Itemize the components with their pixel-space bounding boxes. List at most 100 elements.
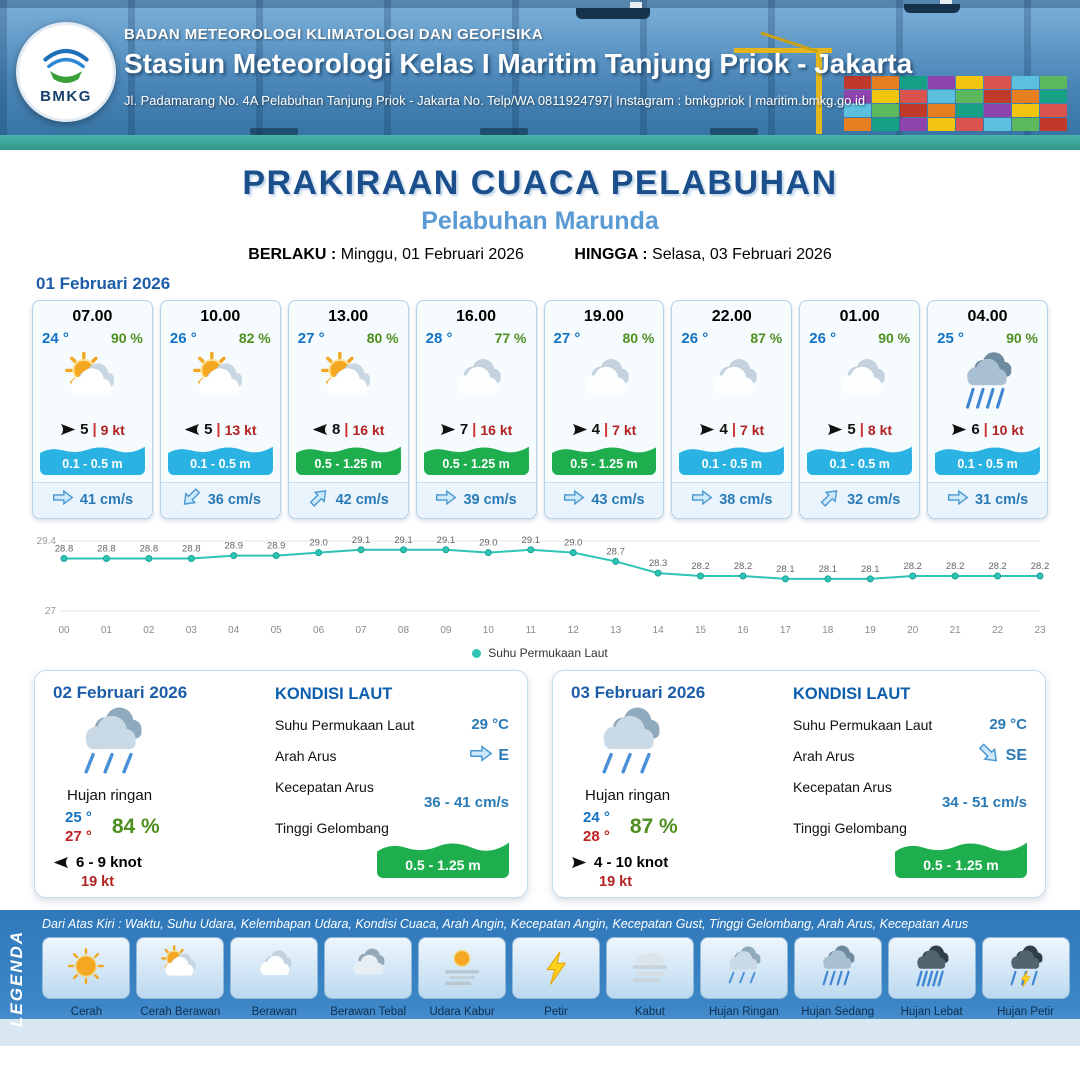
wave-height-value: 0.1 - 0.5 m <box>167 454 273 475</box>
port-name: Pelabuhan Marunda <box>421 207 659 235</box>
wind-row: 4 | 7 kt <box>545 421 664 438</box>
temp-humidity-row: 26 ° 90 % <box>800 326 919 347</box>
legend-section: LEGENDA Dari Atas Kiri : Waktu, Suhu Uda… <box>0 910 1080 1046</box>
title-section: PRAKIRAAN CUACA PELABUHAN Pelabuhan Maru… <box>0 150 1080 264</box>
sst-value: 29 °C <box>471 716 509 733</box>
current-direction-row: Arah Arus E <box>275 744 509 768</box>
separator: | <box>472 421 477 438</box>
forecast-card: 16.00 28 ° 77 % 7 | 16 kt 0.5 - 1.25 m 3… <box>415 300 537 519</box>
legend-label: Udara Kabur <box>429 1006 495 1018</box>
svg-text:28.8: 28.8 <box>140 544 159 555</box>
wind-speed: 4 <box>719 421 728 438</box>
current-speed: 36 cm/s <box>207 491 261 508</box>
separator: | <box>344 421 349 438</box>
svg-text:29.0: 29.0 <box>309 538 328 549</box>
valid-until-value: Selasa, 03 Februari 2026 <box>652 246 832 263</box>
current-speed-label: Kecepatan Arus <box>275 779 374 795</box>
weather-icon-berawan <box>417 349 536 419</box>
current-row: 31 cm/s <box>928 482 1047 518</box>
wave-height-row: Tinggi Gelombang <box>275 820 509 836</box>
humidity: 87 % <box>629 815 678 838</box>
wave-height: 0.1 - 0.5 m <box>679 445 785 475</box>
separator: | <box>216 421 221 438</box>
weather-icon-cerah-berawan <box>33 349 152 419</box>
wind-row: 8 | 16 kt <box>289 421 408 438</box>
wave-height-value: 0.5 - 1.25 m <box>295 454 401 475</box>
header: BMKG BADAN METEOROLOGI KLIMATOLOGI DAN G… <box>0 0 1080 150</box>
svg-text:28.1: 28.1 <box>776 564 795 575</box>
forecast-card: 22.00 26 ° 87 % 4 | 7 kt 0.1 - 0.5 m 38 … <box>671 300 793 519</box>
current-direction-icon <box>308 489 330 510</box>
wave-height-row: Tinggi Gelombang <box>793 820 1027 836</box>
forecast-card: 07.00 24 ° 90 % 5 | 9 kt 0.1 - 0.5 m 41 … <box>32 300 153 519</box>
wind-direction-icon <box>951 423 967 436</box>
wind-gust: 19 kt <box>599 874 633 890</box>
wind-speed: 4 - 10 knot <box>594 854 669 871</box>
svg-text:28.3: 28.3 <box>649 558 668 569</box>
forecast-time: 22.00 <box>711 308 752 325</box>
current-row: 39 cm/s <box>416 482 536 518</box>
bmkg-logo-text: BMKG <box>40 88 92 105</box>
current-direction-label: Arah Arus <box>275 748 337 764</box>
temperature: 24 ° <box>42 330 69 347</box>
current-row: 42 cm/s <box>288 482 408 518</box>
temp-humidity-row: 27 ° 80 % <box>545 326 664 347</box>
current-direction-row: Arah Arus SE <box>793 743 1027 768</box>
sst-row: Suhu Permukaan Laut 29 °C <box>275 716 509 733</box>
wind-row: 5 | 9 kt <box>33 421 152 438</box>
svg-text:07: 07 <box>355 625 367 636</box>
wave-height: 0.1 - 0.5 m <box>935 445 1040 475</box>
current-speed: 39 cm/s <box>463 491 517 508</box>
wind-gust: 13 kt <box>224 421 257 438</box>
svg-text:08: 08 <box>398 625 410 636</box>
legend-icon-udara-kabur <box>418 937 507 999</box>
wave-height-label: Tinggi Gelombang <box>275 820 389 836</box>
weather-icon-hujan-sedang <box>928 349 1047 419</box>
svg-text:28.1: 28.1 <box>819 564 838 575</box>
weather-icon-hujan-ringan <box>53 703 263 789</box>
wind-direction-icon <box>60 423 76 436</box>
temps-row: 25 ° 27 ° 84 % <box>53 809 263 845</box>
current-speed: 43 cm/s <box>591 491 645 508</box>
valid-until-label: HINGGA : <box>574 246 648 263</box>
wave-height-value: 0.5 - 1.25 m <box>551 454 657 475</box>
legend-icon-kabut <box>605 937 694 999</box>
temperature-min: 24 ° <box>583 809 610 826</box>
current-direction-icon <box>691 489 713 510</box>
legend-item: Berawan <box>230 937 319 1018</box>
separator: | <box>859 421 864 438</box>
wind-speed: 8 <box>331 421 341 438</box>
forecast-card: 13.00 27 ° 80 % 8 | 16 kt 0.5 - 1.25 m 4… <box>287 300 409 519</box>
legend-label: Hujan Petir <box>997 1006 1054 1018</box>
legend-label: Cerah <box>70 1006 103 1018</box>
legend-icon-cerah <box>42 937 131 999</box>
current-speed-row: Kecepatan Arus <box>275 779 509 795</box>
legend-icon-hujan-ringan <box>699 937 788 999</box>
legend-label: Kabut <box>634 1006 665 1018</box>
wind-speed: 5 <box>847 421 856 438</box>
forecast-time: 16.00 <box>456 308 497 325</box>
svg-text:09: 09 <box>440 625 452 636</box>
wind-row: 4 - 10 knot <box>571 854 781 871</box>
forecast-date: 01 Februari 2026 <box>36 274 171 293</box>
svg-text:28.2: 28.2 <box>734 561 753 572</box>
ship-icon <box>576 2 650 19</box>
temperature: 26 ° <box>681 330 709 347</box>
separator: | <box>731 421 737 438</box>
chart-container: 29.4 27 28.8 28.8 28.8 28.8 28.9 28.9 29.0 29.1 29… <box>26 527 1054 644</box>
waterfront <box>0 135 1080 150</box>
series-label: Suhu Permukaan Laut <box>488 646 608 660</box>
wave-height-value: 0.5 - 1.25 m <box>377 853 509 878</box>
legend-icon-berawan-tebal <box>324 937 413 999</box>
wave-height: 0.5 - 1.25 m <box>377 840 509 878</box>
temperature: 27 ° <box>553 330 581 347</box>
current-direction-icon <box>52 489 74 510</box>
legend-note: Dari Atas Kiri : Waktu, Suhu Udara, Kele… <box>42 917 969 931</box>
humidity: 87 % <box>750 330 783 346</box>
svg-text:05: 05 <box>271 625 283 636</box>
day-forecast-card: 03 Februari 2026 Hujan ringan 24 ° 28 ° … <box>552 670 1046 898</box>
legend-item: Berawan Tebal <box>324 937 413 1018</box>
current-speed: 31 cm/s <box>974 491 1029 508</box>
svg-text:03: 03 <box>186 625 198 636</box>
wind-direction-icon <box>440 423 456 436</box>
